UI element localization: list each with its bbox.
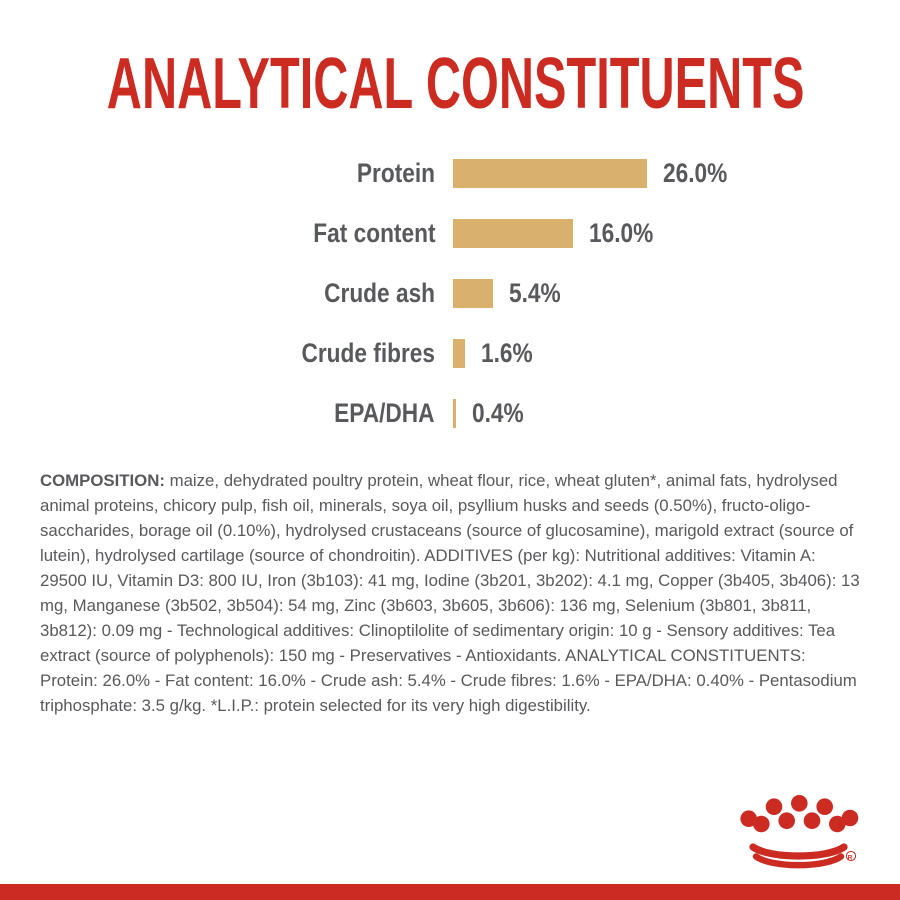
svg-text:R: R	[848, 854, 853, 861]
